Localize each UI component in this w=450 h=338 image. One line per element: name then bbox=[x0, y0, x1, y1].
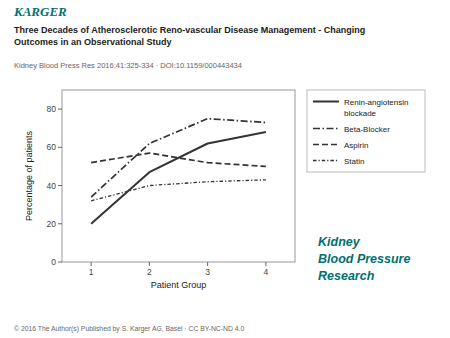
y-tick bbox=[58, 185, 62, 186]
legend-label-line: Aspirin bbox=[344, 141, 368, 150]
y-tick-label: 60 bbox=[47, 142, 57, 152]
x-tick-label: 2 bbox=[147, 267, 152, 277]
legend-swatch bbox=[313, 128, 339, 130]
y-tick bbox=[58, 262, 62, 263]
title-line: Outcomes in an Observational Study bbox=[14, 37, 172, 47]
x-tick-label: 3 bbox=[205, 267, 210, 277]
series-line bbox=[91, 180, 266, 201]
background bbox=[0, 0, 450, 338]
y-tick bbox=[58, 109, 62, 110]
legend-label: Beta-Blocker bbox=[344, 125, 390, 134]
y-tick-label: 40 bbox=[47, 181, 57, 191]
legend-label: Renin-angiotensin blockade bbox=[344, 98, 409, 118]
journal-logo: Blood Pressure bbox=[318, 252, 410, 266]
x-tick-label: 1 bbox=[89, 267, 94, 277]
y-tick bbox=[58, 147, 62, 148]
x-tick bbox=[91, 262, 92, 266]
y-tick bbox=[58, 223, 62, 224]
y-tick-label: 20 bbox=[47, 219, 57, 229]
title-line: Three Decades of Atherosclerotic Reno-va… bbox=[14, 25, 365, 35]
x-axis-label: Patient Group bbox=[151, 280, 207, 290]
journal-logo: Research bbox=[318, 269, 375, 283]
legend-swatch bbox=[313, 101, 339, 103]
chart: KARGER Three Decades of Atherosclerotic R… bbox=[0, 0, 450, 338]
legend-swatch bbox=[313, 160, 339, 161]
x-tick bbox=[149, 262, 150, 266]
plot-frame bbox=[62, 90, 295, 262]
legend-label-line: Renin-angiotensin bbox=[344, 98, 409, 107]
journal-logo: Kidney bbox=[318, 235, 361, 249]
legend-swatch bbox=[313, 144, 339, 146]
legend-label-line: Statin bbox=[344, 157, 364, 166]
x-tick bbox=[207, 262, 208, 266]
y-tick-label: 80 bbox=[47, 104, 57, 114]
logo: KARGER bbox=[13, 4, 67, 19]
legend: Renin-angiotensin blockade Beta-Blocker Asp… bbox=[307, 90, 425, 172]
title: Three Decades of Atherosclerotic Reno-va… bbox=[14, 25, 365, 47]
legend-label-line: Beta-Blocker bbox=[344, 125, 390, 134]
y-axis-label: Percentage of patients bbox=[24, 130, 34, 221]
x-tick-label: 4 bbox=[264, 267, 269, 277]
plot-area bbox=[91, 119, 266, 224]
series-line bbox=[91, 119, 266, 197]
y-tick-label: 0 bbox=[51, 257, 56, 267]
footer: © 2016 The Author(s) Published by S. Kar… bbox=[14, 325, 244, 333]
axes: 0 20 40 60 80 1 2 3 4 Patient Group Percentage of … bbox=[24, 90, 295, 290]
legend-frame bbox=[307, 90, 425, 172]
series-line bbox=[91, 153, 266, 166]
legend-label: Aspirin bbox=[344, 141, 368, 150]
subtitle: Kidney Blood Press Res 2016;41:325-334 ·… bbox=[14, 61, 242, 70]
legend-label: Statin bbox=[344, 157, 364, 166]
series-line bbox=[91, 132, 266, 224]
legend-label-line: blockade bbox=[344, 109, 377, 118]
x-tick bbox=[265, 262, 266, 266]
